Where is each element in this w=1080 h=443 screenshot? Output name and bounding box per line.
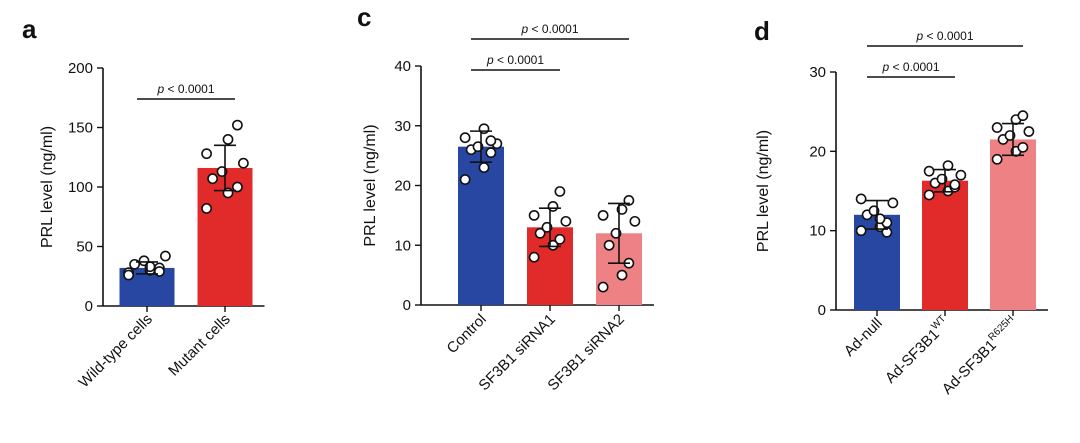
panel-letter: d — [754, 16, 770, 46]
y-tick-label: 20 — [809, 143, 826, 160]
data-point — [528, 209, 540, 221]
data-point — [1017, 141, 1029, 153]
y-tick-label: 0 — [403, 297, 411, 314]
data-point — [949, 179, 961, 191]
bar-3 — [990, 139, 1036, 310]
data-point — [554, 186, 566, 197]
data-point — [991, 153, 1003, 165]
y-tick-label: 100 — [68, 179, 93, 196]
data-point — [459, 132, 471, 144]
y-tick-label: 0 — [85, 298, 93, 315]
category-label: Mutant cells — [165, 311, 234, 380]
data-point — [153, 266, 165, 277]
bar-2 — [922, 180, 968, 310]
y-axis-title: PRL level (ng/ml) — [362, 124, 379, 246]
data-point — [129, 258, 140, 270]
data-point — [201, 203, 212, 214]
significance-label: p < 0.0001 — [520, 22, 578, 36]
significance-label: p < 0.0001 — [915, 29, 973, 43]
y-axis-title: PRL level (ng/ml) — [39, 126, 56, 248]
panel-letter: a — [22, 14, 37, 44]
data-point — [231, 181, 243, 193]
y-tick-label: 10 — [809, 223, 826, 240]
data-point — [881, 226, 893, 238]
y-tick-label: 150 — [68, 120, 93, 137]
data-point — [603, 239, 615, 251]
data-point — [159, 250, 171, 262]
data-point — [855, 225, 867, 237]
data-point — [991, 122, 1003, 133]
data-point — [1023, 126, 1035, 137]
category-label: Ad-null — [841, 315, 886, 360]
data-point — [222, 133, 234, 145]
data-point — [597, 281, 609, 293]
y-tick-label: 10 — [394, 237, 411, 254]
panel-a: a 0 50 100 150 200 PRL level (ng/ml) Wild-type … — [22, 14, 265, 391]
data-point — [528, 251, 540, 263]
category-label: Ad-SF3B1WT — [880, 313, 953, 386]
significance-label: p < 0.0001 — [881, 60, 939, 74]
significance-label: p < 0.0001 — [486, 53, 544, 67]
data-point — [923, 165, 935, 177]
data-point — [629, 215, 641, 227]
data-point — [231, 119, 243, 131]
data-point — [855, 193, 867, 205]
data-point — [597, 209, 609, 221]
data-point — [485, 147, 497, 159]
data-point — [955, 169, 967, 181]
data-point — [207, 173, 218, 185]
bar-1 — [458, 146, 504, 305]
data-point — [534, 227, 546, 239]
data-point — [123, 269, 135, 281]
data-point — [923, 189, 935, 201]
data-point — [554, 233, 566, 245]
y-axis-title: PRL level (ng/ml) — [755, 130, 772, 252]
data-point — [478, 162, 490, 173]
category-label: Wild-type cells — [75, 311, 155, 391]
data-point — [485, 135, 497, 147]
significance-label: p < 0.0001 — [156, 82, 214, 96]
y-tick-label: 40 — [394, 58, 411, 75]
panel-letter: c — [357, 2, 371, 32]
data-point — [887, 197, 899, 209]
data-point — [616, 269, 628, 281]
category-label: Ad-SF3B1R625H — [937, 313, 1021, 397]
category-label: Control — [444, 311, 490, 357]
data-point — [560, 215, 572, 227]
data-point — [237, 157, 249, 169]
y-tick-label: 50 — [76, 239, 93, 256]
y-tick-label: 30 — [394, 118, 411, 135]
data-point — [201, 148, 212, 160]
y-tick-label: 20 — [394, 178, 411, 195]
y-tick-label: 0 — [818, 302, 826, 319]
y-tick-label: 200 — [68, 60, 93, 77]
data-point — [1017, 110, 1029, 122]
data-point — [459, 174, 471, 185]
y-tick-label: 30 — [809, 64, 826, 81]
